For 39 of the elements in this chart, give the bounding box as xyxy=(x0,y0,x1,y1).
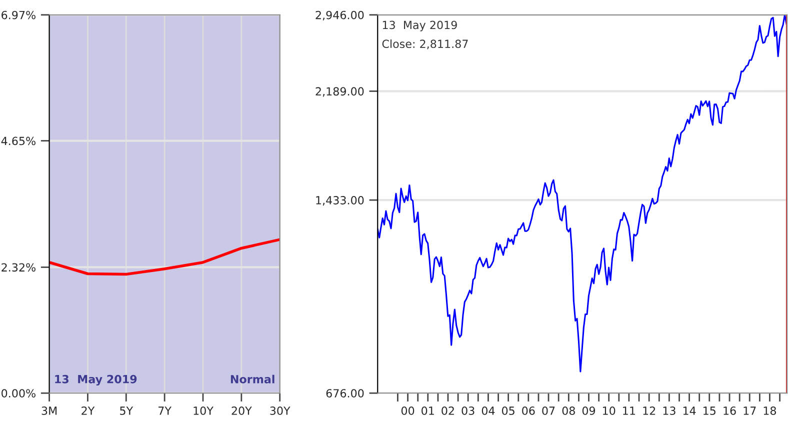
y-tick-label: 2,189.00 xyxy=(316,87,364,97)
x-tick-label: 10 xyxy=(602,406,616,415)
x-tick-label: 30Y xyxy=(270,406,290,415)
x-tick-label: 01 xyxy=(422,406,434,415)
x-tick-label: 00 xyxy=(401,406,414,415)
line-series xyxy=(49,238,280,276)
x-tick-label: 18 xyxy=(764,406,776,415)
annotation: 13 May 2019 xyxy=(382,20,457,32)
x-tick-label: 7Y xyxy=(158,406,172,415)
x-tick-label: 10Y xyxy=(194,406,214,415)
x-tick-label: 13 xyxy=(663,406,676,415)
y-tick-label: 2,946.00 xyxy=(316,10,364,20)
y-tick-label: 6.97% xyxy=(2,10,36,20)
x-tick-label: 12 xyxy=(643,406,656,415)
x-tick-label: 07 xyxy=(542,406,555,415)
annotation: Normal xyxy=(230,374,274,384)
x-tick-label: 05 xyxy=(502,406,514,415)
annotation: Close: 2,811.87 xyxy=(382,39,468,50)
y-tick-label: 4.65% xyxy=(1,136,36,146)
x-tick-label: 17 xyxy=(744,406,756,415)
x-tick-label: 04 xyxy=(482,406,495,415)
x-tick-label: 3M xyxy=(42,406,57,415)
x-tick-label: 16 xyxy=(724,406,736,415)
x-tick-label: 06 xyxy=(522,406,535,415)
x-tick-label: 09 xyxy=(582,406,596,415)
y-tick-label: 2.32% xyxy=(2,263,36,272)
x-tick-label: 14 xyxy=(683,406,696,415)
annotation: 13 May 2019 xyxy=(55,374,137,386)
x-tick-label: 03 xyxy=(462,406,474,415)
x-tick-label: 2Y xyxy=(82,406,95,415)
y-tick-label: 676.00 xyxy=(326,389,364,398)
x-tick-label: 08 xyxy=(562,406,575,415)
y-tick-label: 1,433.00 xyxy=(316,196,364,206)
x-tick-label: 20Y xyxy=(232,406,252,415)
y-tick-label: 0.00% xyxy=(2,389,36,398)
x-tick-label: 15 xyxy=(704,406,716,415)
x-tick-label: 02 xyxy=(442,406,454,415)
x-tick-label: 5Y xyxy=(120,406,134,415)
x-tick-label: 11 xyxy=(623,406,635,415)
